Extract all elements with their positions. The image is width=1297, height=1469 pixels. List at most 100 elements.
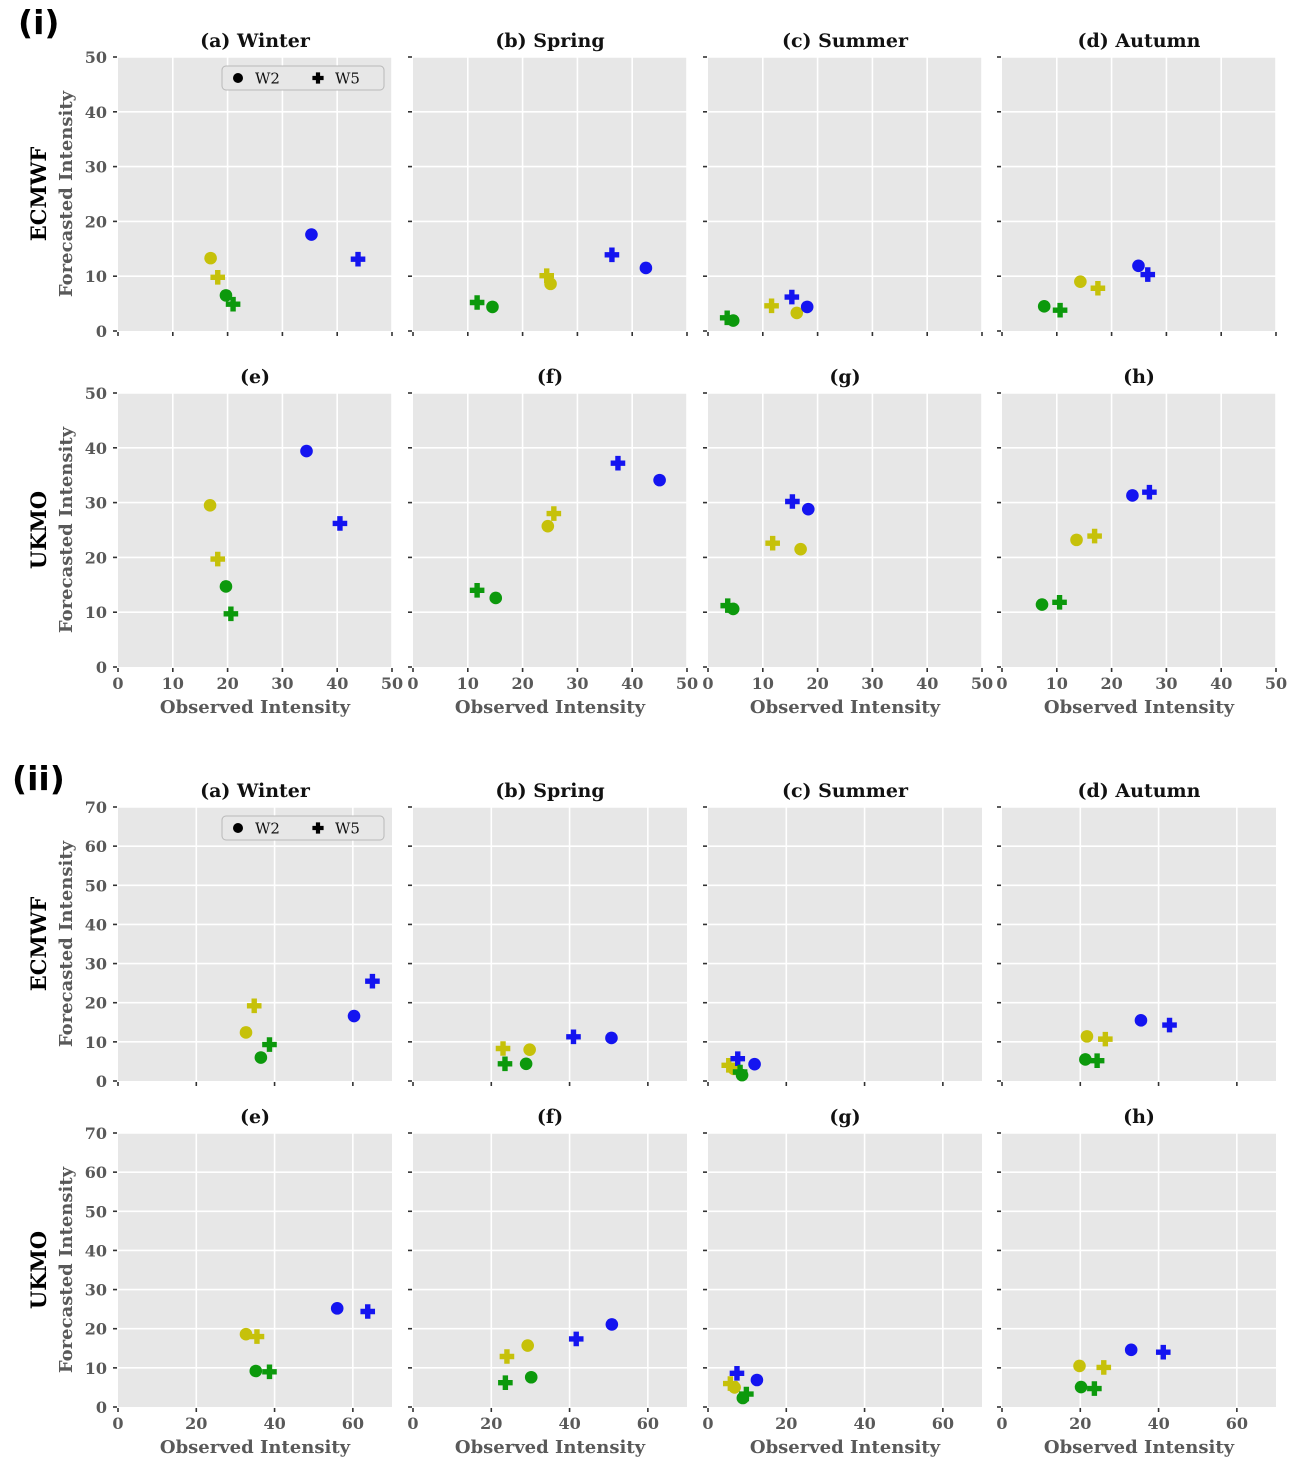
plot-area [118, 1133, 392, 1407]
x-tick-label: 40 [558, 1414, 580, 1433]
x-tick-label: 50 [1265, 674, 1287, 693]
marker-circle [639, 261, 653, 275]
marker-circle [330, 1302, 344, 1315]
marker-plus [262, 1364, 277, 1380]
subplot-title: (b) Spring [495, 780, 604, 802]
marker-plus [1142, 484, 1157, 500]
marker-circle [233, 73, 243, 83]
y-tick-label: 0 [96, 322, 107, 341]
legend-label: W2 [255, 70, 280, 88]
marker-plus [764, 298, 779, 314]
x-tick-label: 30 [271, 674, 293, 693]
marker-plus [223, 606, 239, 622]
y-tick-label: 30 [85, 158, 107, 177]
subplot-ii-csummer: (c) Summer [703, 780, 982, 1086]
marker-circle [1134, 1014, 1148, 1027]
plot-area [118, 807, 392, 1081]
marker-circle [736, 1391, 750, 1405]
marker-circle [219, 580, 233, 593]
y-tick-label: 20 [85, 994, 107, 1013]
subplot-i-f: (f) 0 10 20 30 40 50 Observed Intensity [407, 366, 698, 718]
panel-label-i: (i) [18, 3, 60, 42]
marker-plus [1140, 267, 1156, 282]
subplot-ii-awinter: (a) Winter 0 10 20 30 40 50 60 70 W2 W5 [85, 780, 392, 1091]
marker-circle [794, 542, 807, 556]
marker-circle [726, 314, 740, 327]
subplot-title: (e) [240, 1106, 270, 1128]
marker-plus [210, 269, 226, 285]
y-tick-label: 70 [85, 798, 107, 817]
subplot-ii-f: (f) 0 20 40 60 Observed Intensity [407, 1106, 687, 1458]
marker-circle [1132, 259, 1145, 273]
marker-circle [1079, 1053, 1092, 1066]
marker-plus [312, 822, 324, 834]
marker-plus [730, 1051, 746, 1066]
x-tick-label: 0 [996, 674, 1007, 693]
marker-circle [653, 473, 666, 487]
y-tick-label: 30 [85, 955, 107, 974]
x-tick-label: 40 [1147, 1414, 1169, 1433]
subplot-title: (a) Winter [200, 30, 311, 52]
x-tick-label: 30 [566, 674, 588, 693]
marker-circle [519, 1057, 533, 1071]
marker-plus [568, 1331, 584, 1347]
x-tick-label: 60 [932, 1414, 954, 1433]
row-model-label: UKMO [26, 1231, 51, 1309]
subplot-i-dautumn: (d) Autumn [997, 30, 1277, 336]
x-tick-label: 0 [702, 674, 713, 693]
subplot-i-e: (e) 0 10 20 30 40 50 0 10 20 30 40 50 Observed Intens… [85, 366, 403, 718]
marker-plus [1155, 1344, 1171, 1360]
y-tick-label: 60 [85, 1163, 107, 1182]
marker-circle [541, 519, 555, 533]
x-axis-label: Observed Intensity [1044, 1437, 1235, 1458]
subplot-i-h: (h) 0 10 20 30 40 50 Observed Intensity [996, 366, 1287, 718]
marker-plus [360, 1304, 376, 1319]
marker-circle [1037, 300, 1051, 313]
subplot-ii-g: (g) 0 20 40 60 Observed Intensity [702, 1106, 982, 1458]
y-tick-label: 30 [85, 1281, 107, 1300]
y-tick-label: 40 [85, 915, 107, 934]
y-tick-label: 50 [85, 384, 107, 403]
marker-plus [350, 251, 366, 267]
marker-plus [610, 455, 626, 471]
marker-plus [1089, 1053, 1105, 1068]
marker-plus [249, 1329, 265, 1344]
marker-circle [735, 1068, 749, 1082]
y-tick-label: 50 [85, 48, 107, 67]
y-tick-label: 0 [96, 1398, 107, 1417]
marker-plus [495, 1041, 511, 1056]
marker-circle [1126, 489, 1139, 502]
y-tick-label: 20 [85, 548, 107, 567]
subplot-i-bspring: (b) Spring [408, 30, 688, 336]
plot-area [1002, 57, 1276, 331]
y-tick-label: 10 [85, 1033, 107, 1052]
y-tick-label: 0 [96, 1072, 107, 1091]
marker-plus [719, 310, 735, 326]
x-tick-label: 60 [637, 1414, 659, 1433]
marker-plus [469, 582, 485, 598]
plot-area [1002, 807, 1276, 1081]
plot-area [118, 393, 392, 667]
x-tick-label: 20 [1069, 1414, 1091, 1433]
marker-plus [604, 247, 620, 263]
marker-plus [785, 494, 800, 509]
x-tick-label: 20 [480, 1414, 502, 1433]
marker-circle [1124, 1343, 1138, 1357]
x-tick-label: 0 [407, 1414, 418, 1433]
subplot-i-g: (g) 0 10 20 30 40 50 Observed Intensity [702, 366, 993, 718]
y-tick-label: 70 [85, 1124, 107, 1143]
panel-label-ii: (ii) [12, 759, 65, 798]
marker-circle [544, 277, 557, 291]
marker-circle [800, 300, 814, 314]
x-tick-label: 0 [996, 1414, 1007, 1433]
y-tick-label: 10 [85, 1359, 107, 1378]
x-tick-label: 40 [853, 1414, 875, 1433]
plot-area [1002, 393, 1276, 667]
subplot-i-awinter: (a) Winter 0 10 20 30 40 50 W2 W5 [85, 30, 393, 341]
subplot-title: (e) [240, 366, 270, 388]
marker-plus [720, 598, 736, 613]
marker-plus [539, 268, 555, 283]
marker-circle [790, 306, 804, 320]
legend: W2 W5 [221, 815, 385, 841]
marker-circle [801, 502, 815, 516]
